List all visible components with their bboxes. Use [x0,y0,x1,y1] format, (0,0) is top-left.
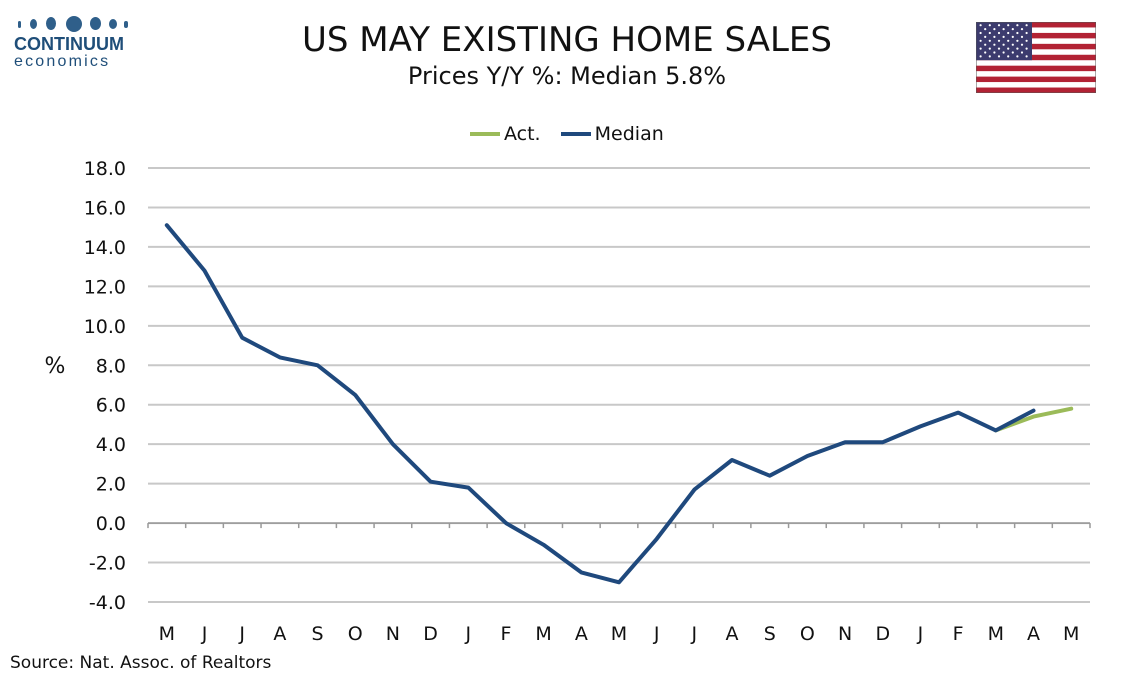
x-tick-label: D [875,623,890,645]
x-tick-label: M [1063,623,1079,645]
y-tick-label: 0.0 [96,513,126,535]
y-tick-label: 6.0 [96,395,126,417]
y-tick-label: 2.0 [96,474,126,496]
logo-name: CONTINUUM [14,34,124,54]
y-tick-label: 12.0 [84,276,126,298]
legend-item-act: Act. [470,123,541,145]
x-tick-label: D [423,623,438,645]
x-tick-label: O [800,623,815,645]
x-tick-label: J [464,623,471,645]
y-tick-label: -2.0 [89,553,126,575]
source-note: Source: Nat. Assoc. of Realtors [10,653,272,673]
y-tick-label: 10.0 [84,316,126,338]
x-tick-label: S [764,623,776,645]
x-tick-label: A [273,623,286,645]
chart-legend: Act. Median [470,119,678,145]
x-tick-label: F [953,623,964,645]
continuum-economics-logo: CONTINUUM economics [14,14,144,70]
x-tick-label: A [1027,623,1040,645]
x-tick-label: J [691,623,698,645]
x-tick-label: M [988,623,1004,645]
x-tick-label: O [348,623,363,645]
x-tick-label: A [726,623,739,645]
x-tick-label: J [238,623,245,645]
legend-swatch-act [470,132,500,136]
y-tick-label: -4.0 [89,592,126,614]
x-tick-label: F [500,623,511,645]
x-tick-label: N [838,623,852,645]
chart-subtitle: Prices Y/Y %: Median 5.8% [407,62,727,90]
series-line-median [164,223,1036,585]
legend-item-median: Median [560,123,664,145]
x-tick-label: S [312,623,324,645]
y-tick-label: 16.0 [84,197,126,219]
y-tick-label: 14.0 [84,237,126,259]
x-tick-label: N [386,623,400,645]
legend-swatch-median [560,132,591,136]
y-tick-label: 8.0 [96,355,126,377]
x-tick-label: M [611,623,627,645]
y-axis-label: % [45,354,66,379]
y-tick-label: 18.0 [84,158,126,180]
logo-subtitle: economics [14,53,111,70]
chart-title: US MAY EXISTING HOME SALES [301,20,832,60]
x-tick-label: J [201,623,208,645]
us-flag-icon [976,22,1096,93]
x-tick-label: J [653,623,660,645]
y-tick-label: 4.0 [96,434,126,456]
x-tick-label: A [575,623,588,645]
legend-label-act: Act. [504,123,541,145]
x-tick-label: M [159,623,175,645]
x-tick-label: M [535,623,551,645]
legend-label-median: Median [594,123,664,145]
logo-dots-icon [14,14,144,34]
x-tick-label: J [917,623,924,645]
